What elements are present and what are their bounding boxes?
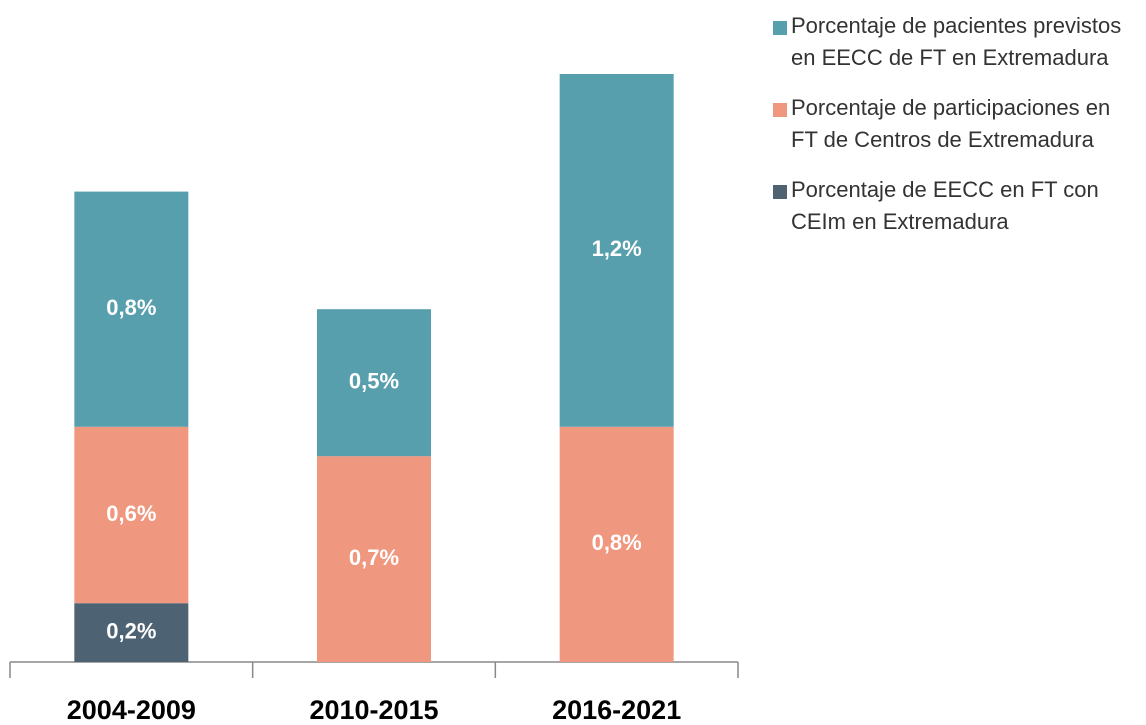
- data-label: 0,7%: [349, 545, 399, 570]
- bar-segment: [559, 74, 674, 427]
- legend-item: Porcentaje de participaciones en FT de C…: [773, 92, 1138, 156]
- data-label: 0,2%: [106, 618, 156, 643]
- data-label: 0,8%: [106, 295, 156, 320]
- legend-swatch: [773, 103, 787, 117]
- bar-segment: [559, 426, 674, 662]
- x-tick-label: 2016-2021: [552, 695, 681, 725]
- x-tick-label: 2004-2009: [67, 695, 196, 725]
- legend-swatch: [773, 21, 787, 35]
- data-label: 0,8%: [592, 530, 642, 555]
- legend-label: Porcentaje de pacientes previstos en EEC…: [791, 13, 1122, 70]
- legend-swatch: [773, 185, 787, 199]
- legend-label: Porcentaje de participaciones en FT de C…: [791, 95, 1111, 152]
- bar-segment: [74, 191, 189, 427]
- bar-segment: [317, 456, 431, 662]
- data-label: 1,2%: [592, 236, 642, 261]
- bar-segment: [74, 603, 189, 662]
- legend-item: Porcentaje de pacientes previstos en EEC…: [773, 10, 1138, 74]
- data-label: 0,5%: [349, 369, 399, 394]
- legend: Porcentaje de pacientes previstos en EEC…: [773, 10, 1138, 256]
- legend-item: Porcentaje de EECC en FT con CEIm en Ext…: [773, 174, 1138, 238]
- data-label: 0,6%: [106, 501, 156, 526]
- bar-segment: [74, 426, 189, 604]
- legend-label: Porcentaje de EECC en FT con CEIm en Ext…: [791, 177, 1099, 234]
- x-tick-label: 2010-2015: [309, 695, 438, 725]
- bar-segment: [317, 309, 431, 457]
